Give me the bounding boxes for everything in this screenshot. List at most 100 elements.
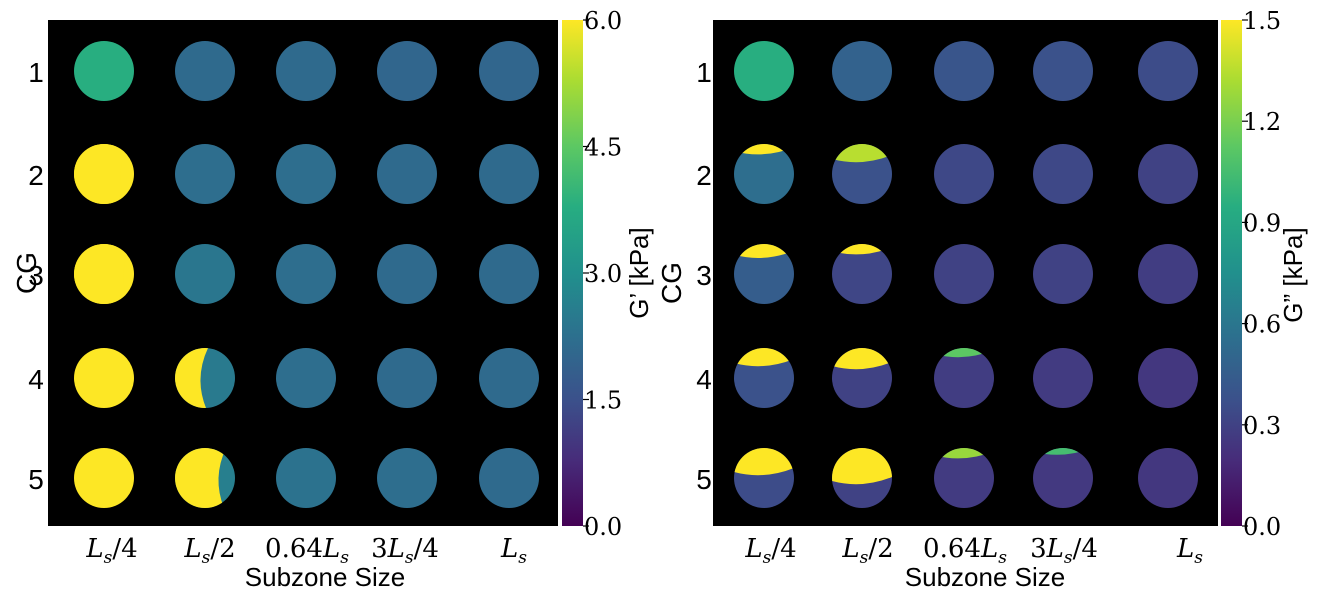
colorbar-tick-label: 0.6	[1243, 311, 1281, 339]
heatmap-cell-r2-c3	[934, 144, 994, 204]
cell-disk	[1033, 144, 1093, 204]
cell-disk	[175, 144, 235, 204]
cell-saturated-region	[734, 448, 794, 476]
heatmap-cell-r4-c2	[832, 348, 892, 408]
col-label: Ls	[500, 534, 527, 568]
cell-disk	[377, 348, 437, 408]
cell-saturated-region	[832, 348, 892, 370]
col-label: Ls/4	[744, 534, 796, 568]
heatmap-cell-r5-c5	[1138, 448, 1198, 508]
colorbar-tick-label: 3.0	[584, 260, 622, 288]
col-label: 3Ls/4	[371, 534, 439, 568]
cell-disk	[1033, 244, 1093, 304]
cell-disk	[832, 244, 892, 304]
col-label: Ls/2	[183, 534, 235, 568]
heatmap-cell-r2-c4	[1033, 144, 1093, 204]
row-label: 3	[696, 260, 712, 291]
left-y-axis-label: CG	[11, 252, 42, 294]
heatmap-cell-r4-c3	[934, 348, 994, 408]
heatmap-cell-r5-c2	[175, 448, 235, 508]
col-label: Ls/2	[841, 534, 893, 568]
right-colorbar	[1221, 20, 1242, 526]
cell-disk	[1138, 244, 1198, 304]
right-panel: 1 2 3 4 5 Ls/4 Ls/2 0.64Ls 3Ls/4 Ls CG Subzone S…	[656, 7, 1308, 592]
colorbar-tick-label: 0.9	[1243, 209, 1281, 237]
cell-disk	[74, 41, 134, 101]
cell-disk	[1138, 41, 1198, 101]
cell-saturated-region	[832, 448, 892, 485]
left-colorbar	[562, 20, 583, 526]
heatmap-cell-r5-c5	[479, 448, 539, 508]
heatmap-cell-r4-c4	[377, 348, 437, 408]
heatmap-cell-r1-c1	[74, 41, 134, 101]
row-label: 4	[696, 364, 712, 395]
heatmap-cell-r2-c5	[479, 144, 539, 204]
heatmap-cell-r4-c1	[74, 348, 134, 408]
cell-disk	[377, 448, 437, 508]
colorbar-tick-label: 0.0	[1243, 513, 1281, 541]
colorbar-tick-label: 1.5	[1243, 7, 1281, 35]
left-panel: 1 2 3 4 5 Ls/4 Ls/2 0.64Ls 3Ls/4 Ls CG Subzone S…	[11, 7, 654, 592]
cell-disk	[276, 41, 336, 101]
heatmap-cell-r1-c4	[1033, 41, 1093, 101]
heatmap-cell-r1-c3	[934, 41, 994, 101]
heatmap-cell-r2-c4	[377, 144, 437, 204]
cell-disk	[175, 244, 235, 304]
cell-disk	[832, 41, 892, 101]
col-label: 0.64Ls	[265, 534, 349, 568]
cell-disk	[479, 244, 539, 304]
cell-disk	[1138, 144, 1198, 204]
cell-saturated-region	[74, 144, 128, 204]
heatmap-cell-r1-c1	[734, 41, 794, 101]
heatmap-cell-r5-c3	[276, 448, 336, 508]
cell-disk	[276, 144, 336, 204]
cell-disk	[934, 448, 994, 508]
right-col-labels: Ls/4 Ls/2 0.64Ls 3Ls/4 Ls	[744, 534, 1203, 568]
left-row-labels: 1 2 3 4 5	[28, 57, 44, 495]
heatmap-cell-r3-c5	[1138, 244, 1198, 304]
colorbar-tick-label: 1.5	[584, 387, 622, 415]
left-col-labels: Ls/4 Ls/2 0.64Ls 3Ls/4 Ls	[85, 534, 527, 568]
cell-disk	[734, 144, 794, 204]
row-label: 1	[28, 57, 44, 88]
cell-saturated-region	[175, 448, 226, 508]
heatmap-cell-r3-c3	[934, 244, 994, 304]
heatmap-cell-r1-c4	[377, 41, 437, 101]
colorbar-tick-label: 1.2	[1243, 108, 1281, 136]
heatmap-cell-r4-c3	[276, 348, 336, 408]
row-label: 2	[28, 160, 44, 191]
cell-saturated-region	[734, 348, 794, 367]
cell-saturated-region	[74, 244, 131, 304]
heatmap-cell-r3-c1	[734, 244, 794, 304]
row-label: 1	[696, 57, 712, 88]
heatmap-cell-r5-c1	[74, 448, 134, 508]
cell-disk	[934, 41, 994, 101]
cell-disk	[479, 448, 539, 508]
cell-disk	[1033, 448, 1093, 508]
col-label: 0.64Ls	[923, 534, 1007, 568]
heatmap-cell-r2-c2	[175, 144, 235, 204]
cell-disk	[377, 144, 437, 204]
heatmap-cell-r5-c4	[1033, 448, 1093, 508]
cell-disk	[1033, 348, 1093, 408]
right-x-axis-label: Subzone Size	[905, 562, 1065, 592]
heatmap-cell-r4-c2	[175, 348, 235, 408]
cell-saturated-region	[832, 144, 892, 163]
right-row-labels: 1 2 3 4 5	[696, 57, 712, 495]
heatmap-cell-r5-c1	[734, 448, 794, 508]
heatmap-cell-r3-c4	[1033, 244, 1093, 304]
cell-disk	[1033, 41, 1093, 101]
col-label: Ls/4	[85, 534, 137, 568]
cell-disk	[934, 144, 994, 204]
left-colorbar-ticks: 0.0 1.5 3.0 4.5 6.0	[583, 7, 622, 541]
row-label: 4	[28, 364, 44, 395]
cell-disk	[74, 448, 134, 508]
cell-disk	[1138, 348, 1198, 408]
heatmap-cell-r2-c5	[1138, 144, 1198, 204]
heatmap-cell-r1-c3	[276, 41, 336, 101]
colorbar-tick-label: 6.0	[584, 7, 622, 35]
row-label: 3	[28, 260, 44, 291]
right-y-axis-label: CG	[656, 262, 687, 304]
col-label: Ls	[1176, 534, 1203, 568]
